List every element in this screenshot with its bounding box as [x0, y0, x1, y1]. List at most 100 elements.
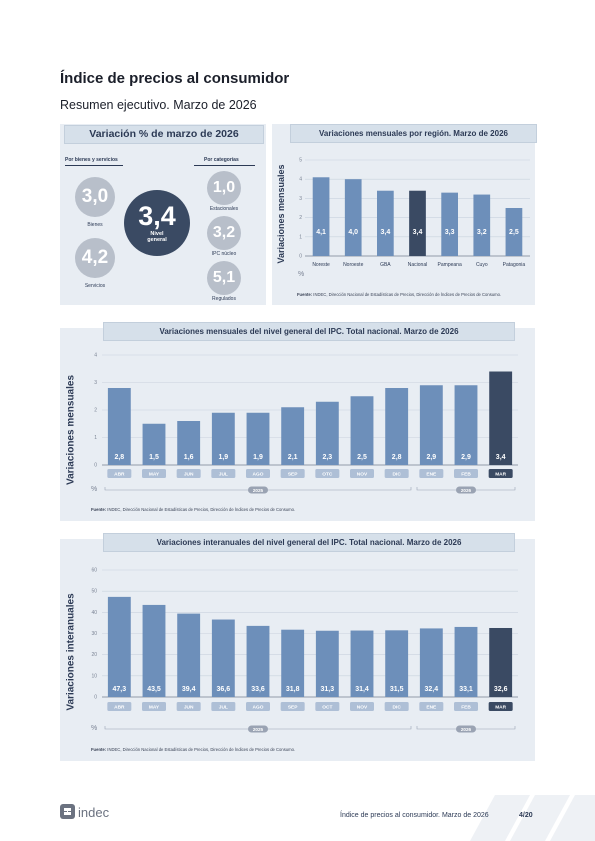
bar-value-label: 1,9: [218, 454, 228, 461]
category-label: Pampeana: [438, 262, 462, 268]
category-box: [350, 702, 374, 711]
bar-value-label: 3,4: [413, 229, 423, 236]
document-title: Índice de precios al consumidor: [60, 70, 290, 87]
bar-value-label: 3,4: [496, 454, 506, 461]
bar: [281, 407, 305, 465]
chart3-plot: 0 10 20 30 40 50 60% 47,3 ABR 43,5 MAY 39,4 JUN 36,6 J…: [91, 568, 518, 733]
bar-value-label: 2,9: [461, 454, 471, 461]
category-label: Patagonia: [503, 262, 526, 268]
general-label-line2: general: [147, 237, 167, 243]
y-tick-label: 4: [94, 353, 97, 359]
bar-value-label: 32,6: [494, 686, 508, 693]
bar: [489, 627, 513, 697]
y-tick-label: 50: [91, 589, 97, 595]
category-box: [315, 702, 340, 711]
bar-value-label: 39,4: [182, 686, 196, 693]
servicios-label: Servicios: [84, 283, 106, 289]
chart2-source-text: INDEC, Dirección Nacional de Estadística…: [106, 507, 296, 512]
bar: [315, 630, 339, 697]
category-label: DIC: [393, 704, 402, 710]
y-tick-label: 1: [299, 234, 302, 240]
category-label: ABR: [114, 704, 125, 710]
bar-value-label: 1,9: [253, 454, 263, 461]
bar-value-label: 3,2: [477, 229, 487, 236]
bar-value-label: 2,9: [426, 454, 436, 461]
bar: [142, 604, 166, 697]
y-tick-label: 5: [299, 158, 302, 164]
chart2-plot: 0 1 2 3 4% 2,8 ABR 1,5 MAY 1,6 JUN 1,9 JUL 1,9 AGO 2,1 S…: [91, 353, 518, 494]
footer-decoration: [470, 795, 595, 841]
indec-logo-text: indec: [78, 805, 110, 820]
category-label: OTC: [322, 471, 333, 477]
bar: [344, 179, 362, 256]
year-pill: [248, 486, 268, 494]
bar: [350, 396, 374, 465]
category-box: [350, 469, 374, 478]
y-tick-label: 2: [94, 408, 97, 414]
bar-value-label: 1,5: [149, 454, 159, 461]
bienes-label: Bienes: [87, 222, 103, 228]
bar-value-label: 31,8: [286, 686, 300, 693]
general-label-line1: Nivel: [150, 231, 164, 237]
category-box: [384, 702, 409, 711]
bar-value-label: 36,6: [217, 686, 231, 693]
bar: [489, 371, 513, 465]
y-tick-label: 3: [299, 196, 302, 202]
category-box: [142, 702, 166, 711]
bienes-bubble: 3,0: [75, 177, 115, 217]
year-label: 2025: [253, 727, 264, 732]
bar: [246, 625, 270, 697]
servicios-bubble: 4,2: [75, 238, 115, 278]
y-tick-label: 40: [91, 610, 97, 616]
bar: [385, 388, 409, 465]
summary-right-rule: [194, 165, 255, 166]
category-label: AGO: [253, 471, 264, 477]
y-tick-label: 60: [91, 568, 97, 574]
y-tick-label: 10: [91, 673, 97, 679]
chart1-title: Variaciones mensuales por región. Marzo …: [290, 124, 537, 143]
bar-value-label: 2,5: [509, 229, 519, 236]
category-label: NOV: [357, 471, 368, 477]
summary-title: Variación % de marzo de 2026: [64, 125, 264, 144]
category-box: [488, 469, 513, 478]
bar: [107, 596, 131, 697]
y-tick-label: 3: [94, 380, 97, 386]
bar-value-label: 32,4: [425, 686, 439, 693]
category-box: [176, 702, 201, 711]
chart1-source: Fuente: INDEC, Dirección Nacional de Est…: [297, 292, 501, 297]
chart3-title: Variaciones interanuales del nivel gener…: [103, 533, 515, 552]
category-label: ABR: [114, 471, 125, 477]
y-unit-label: %: [91, 486, 97, 493]
general-value: 3,4: [138, 201, 176, 231]
category-label: JUL: [219, 471, 228, 477]
category-box: [280, 469, 305, 478]
bar: [419, 385, 443, 465]
category-box: [454, 469, 478, 478]
bar: [409, 190, 426, 256]
category-box: [315, 469, 340, 478]
category-label: DIC: [393, 471, 402, 477]
chart3-source: Fuente: INDEC, Dirección Nacional de Est…: [91, 747, 295, 752]
y-tick-label: 30: [91, 631, 97, 637]
category-label: ENE: [426, 471, 437, 477]
bar-value-label: 47,3: [113, 686, 127, 693]
bar-value-label: 3,4: [380, 229, 390, 236]
year-pill: [456, 725, 476, 733]
category-box: [142, 469, 166, 478]
bar-value-label: 4,1: [316, 229, 326, 236]
bar: [312, 177, 330, 256]
category-label: Nacional: [408, 262, 427, 268]
category-box: [176, 469, 201, 478]
summary-right-label: Por categorías: [204, 157, 239, 163]
category-box: [246, 702, 270, 711]
bar-value-label: 2,5: [357, 454, 367, 461]
y-unit-label: %: [91, 725, 97, 732]
category-label: JUL: [219, 704, 228, 710]
nucleo-label: IPC núcleo: [211, 251, 237, 257]
bar: [441, 192, 458, 256]
estacionales-label: Estacionales: [209, 206, 239, 212]
y-tick-label: 0: [299, 254, 302, 260]
category-label: Noroeste: [343, 262, 364, 268]
bar-value-label: 43,5: [147, 686, 161, 693]
indec-logo-icon: [60, 804, 75, 819]
